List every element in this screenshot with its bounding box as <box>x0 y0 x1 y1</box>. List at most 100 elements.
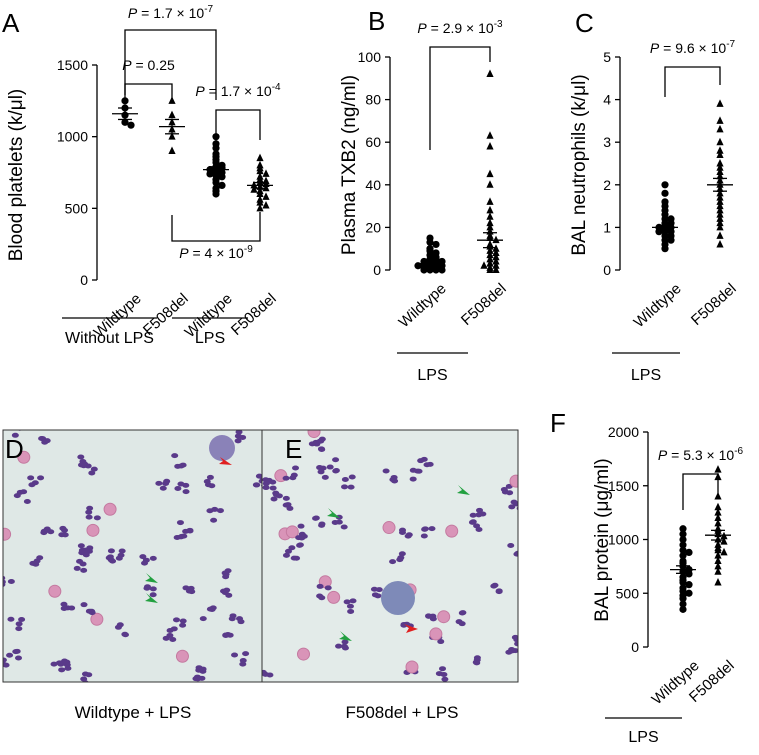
y-tick-label: 0 <box>373 262 381 278</box>
nucleus-lobe <box>346 603 354 609</box>
nucleus-lobe <box>86 505 94 511</box>
nucleus-lobe <box>317 446 325 452</box>
panel: C BAL neutrophils (k/μl) 0 1 2 3 4 5 Wildtype F50… <box>569 8 740 384</box>
point <box>667 236 675 244</box>
nucleus-lobe <box>374 593 382 599</box>
nucleus-lobe <box>340 524 348 530</box>
point <box>679 525 687 533</box>
nucleus-lobe <box>221 570 229 576</box>
nucleus-lobe <box>171 453 179 459</box>
nucleus-lobe <box>229 613 237 619</box>
nucleus-lobe <box>222 574 230 580</box>
nucleus-lobe <box>375 587 383 593</box>
nucleus-lobe <box>58 532 66 538</box>
nucleus-lobe <box>149 555 157 561</box>
point <box>679 552 687 560</box>
point <box>262 183 270 192</box>
point <box>420 266 428 274</box>
erythrocyte <box>437 610 451 624</box>
point <box>716 214 724 222</box>
nucleus-lobe <box>166 632 174 638</box>
nucleus-lobe <box>297 523 305 529</box>
point <box>716 193 724 201</box>
nucleus-lobe <box>347 484 355 490</box>
bracket <box>124 29 217 100</box>
point <box>720 537 728 545</box>
nucleus-lobe <box>185 588 193 594</box>
y-tick-label: 2 <box>603 177 611 193</box>
nucleus-lobe <box>37 475 45 481</box>
nucleus-lobe <box>426 461 434 467</box>
point <box>716 171 724 180</box>
nucleus-lobe <box>93 515 101 521</box>
nucleus-lobe <box>405 532 413 538</box>
nucleus-lobe <box>149 592 157 598</box>
nucleus-lobe <box>6 652 14 658</box>
nucleus-lobe <box>174 485 182 491</box>
point <box>716 205 724 214</box>
p-value: P = 5.3 × 10-6 <box>658 446 744 463</box>
nucleus-lobe <box>507 542 515 548</box>
erythrocyte <box>175 649 189 663</box>
nucleus-lobe <box>57 661 65 667</box>
nucleus-lobe <box>382 468 390 474</box>
nucleus-lobe <box>172 617 180 623</box>
point <box>679 535 687 544</box>
nucleus-lobe <box>288 545 296 551</box>
erythrocyte <box>429 627 443 641</box>
point <box>168 96 176 104</box>
nucleus-lobe <box>176 520 184 526</box>
group-label: LPS <box>628 729 658 746</box>
nucleus-lobe <box>107 548 115 554</box>
point <box>250 185 258 193</box>
point <box>256 166 264 175</box>
point <box>432 266 440 274</box>
nucleus-lobe <box>469 519 477 525</box>
x-tick-label: Wildtype <box>631 280 685 331</box>
nucleus-lobe <box>163 478 171 484</box>
point <box>685 589 693 597</box>
p-text: = 1.7 × 10 <box>137 5 204 21</box>
y-tick-label: 1500 <box>608 478 639 494</box>
nucleus-lobe <box>18 616 26 622</box>
nucleus-lobe <box>458 621 466 627</box>
nucleus-lobe <box>262 485 270 491</box>
nucleus-lobe <box>88 470 96 476</box>
nucleus-lobe <box>231 652 239 658</box>
nucleus-lobe <box>259 476 262 482</box>
nucleus-lobe <box>11 432 19 438</box>
nucleus-lobe <box>275 493 283 499</box>
nucleus-lobe <box>192 676 200 682</box>
nucleus-lobe <box>500 486 508 492</box>
y-tick-label: 20 <box>365 219 381 235</box>
y-tick-label: 500 <box>65 200 89 216</box>
nucleus-lobe <box>326 464 334 470</box>
y-tick-label: 1000 <box>57 129 88 145</box>
nucleus-lobe <box>389 477 397 483</box>
point <box>168 110 176 119</box>
micrograph-e <box>262 430 518 682</box>
micrograph-d <box>3 430 262 682</box>
nucleus-lobe <box>458 610 466 616</box>
p-exponent: -6 <box>734 446 743 457</box>
nucleus-lobe <box>211 506 219 512</box>
y-tick-label: 2000 <box>608 424 639 440</box>
nucleus-lobe <box>20 489 28 495</box>
point <box>716 201 724 210</box>
nucleus-lobe <box>155 480 163 486</box>
nucleus-lobe <box>15 626 23 632</box>
erythrocyte <box>509 474 518 488</box>
nucleus-lobe <box>421 526 429 532</box>
nucleus-lobe <box>476 507 484 513</box>
nucleus-lobe <box>85 509 93 515</box>
p-exponent: -4 <box>272 82 281 93</box>
nucleus-lobe <box>282 502 290 508</box>
nucleus-lobe <box>341 639 349 645</box>
nucleus-lobe <box>282 475 290 481</box>
bracket <box>215 109 261 150</box>
nucleus-lobe <box>149 586 157 592</box>
nucleus-lobe <box>298 535 306 541</box>
erythrocyte <box>17 450 31 464</box>
nucleus-lobe <box>284 548 292 554</box>
